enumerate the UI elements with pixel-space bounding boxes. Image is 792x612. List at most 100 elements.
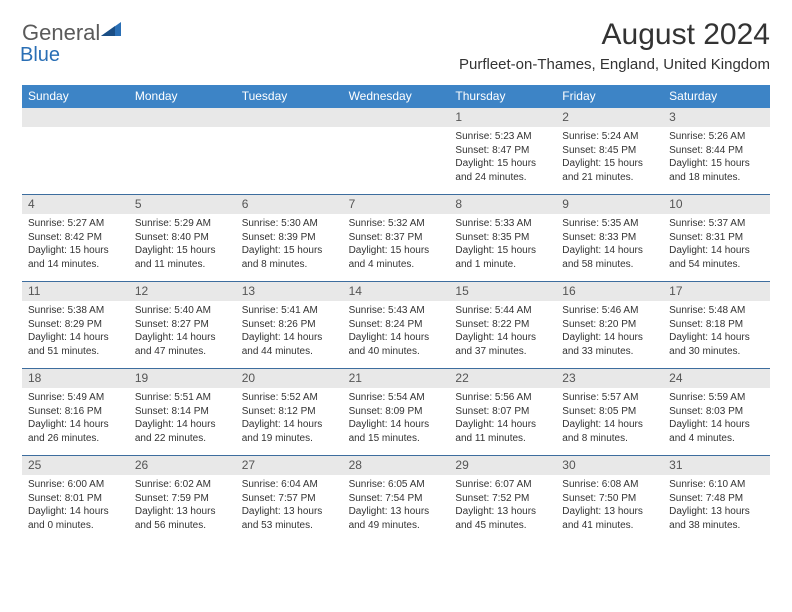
calendar-week: 25Sunrise: 6:00 AMSunset: 8:01 PMDayligh… bbox=[22, 455, 770, 542]
day-number bbox=[236, 108, 343, 127]
daylight-text: Daylight: 15 hours and 14 minutes. bbox=[28, 244, 123, 271]
sunrise-text: Sunrise: 5:41 AM bbox=[242, 304, 337, 318]
sunrise-text: Sunrise: 5:44 AM bbox=[455, 304, 550, 318]
calendar-day: 6Sunrise: 5:30 AMSunset: 8:39 PMDaylight… bbox=[236, 195, 343, 281]
sunset-text: Sunset: 8:33 PM bbox=[562, 231, 657, 245]
weekday-header: Friday bbox=[556, 85, 663, 108]
day-number: 16 bbox=[556, 282, 663, 301]
daylight-text: Daylight: 14 hours and 30 minutes. bbox=[669, 331, 764, 358]
sunset-text: Sunset: 8:27 PM bbox=[135, 318, 230, 332]
sunrise-text: Sunrise: 5:24 AM bbox=[562, 130, 657, 144]
location-text: Purfleet-on-Thames, England, United King… bbox=[459, 56, 770, 73]
logo-text-blue: Blue bbox=[20, 45, 123, 65]
sunrise-text: Sunrise: 5:26 AM bbox=[669, 130, 764, 144]
sunrise-text: Sunrise: 5:32 AM bbox=[349, 217, 444, 231]
sunrise-text: Sunrise: 5:49 AM bbox=[28, 391, 123, 405]
calendar-day: 8Sunrise: 5:33 AMSunset: 8:35 PMDaylight… bbox=[449, 195, 556, 281]
daylight-text: Daylight: 15 hours and 4 minutes. bbox=[349, 244, 444, 271]
daylight-text: Daylight: 14 hours and 22 minutes. bbox=[135, 418, 230, 445]
daylight-text: Daylight: 14 hours and 4 minutes. bbox=[669, 418, 764, 445]
sunset-text: Sunset: 8:45 PM bbox=[562, 144, 657, 158]
weekday-header: Thursday bbox=[449, 85, 556, 108]
calendar-day: 30Sunrise: 6:08 AMSunset: 7:50 PMDayligh… bbox=[556, 456, 663, 542]
sunset-text: Sunset: 8:03 PM bbox=[669, 405, 764, 419]
calendar-day: 29Sunrise: 6:07 AMSunset: 7:52 PMDayligh… bbox=[449, 456, 556, 542]
sunrise-text: Sunrise: 5:48 AM bbox=[669, 304, 764, 318]
weekday-header: Tuesday bbox=[236, 85, 343, 108]
sunrise-text: Sunrise: 5:56 AM bbox=[455, 391, 550, 405]
day-number: 12 bbox=[129, 282, 236, 301]
day-details: Sunrise: 5:48 AMSunset: 8:18 PMDaylight:… bbox=[663, 301, 770, 360]
day-details: Sunrise: 5:43 AMSunset: 8:24 PMDaylight:… bbox=[343, 301, 450, 360]
calendar-day: 5Sunrise: 5:29 AMSunset: 8:40 PMDaylight… bbox=[129, 195, 236, 281]
sunset-text: Sunset: 8:20 PM bbox=[562, 318, 657, 332]
calendar-week: 4Sunrise: 5:27 AMSunset: 8:42 PMDaylight… bbox=[22, 194, 770, 281]
day-number: 1 bbox=[449, 108, 556, 127]
day-details: Sunrise: 6:07 AMSunset: 7:52 PMDaylight:… bbox=[449, 475, 556, 534]
day-number: 2 bbox=[556, 108, 663, 127]
sunrise-text: Sunrise: 6:07 AM bbox=[455, 478, 550, 492]
day-details: Sunrise: 5:30 AMSunset: 8:39 PMDaylight:… bbox=[236, 214, 343, 273]
day-details: Sunrise: 5:41 AMSunset: 8:26 PMDaylight:… bbox=[236, 301, 343, 360]
calendar-day: 14Sunrise: 5:43 AMSunset: 8:24 PMDayligh… bbox=[343, 282, 450, 368]
day-details: Sunrise: 6:05 AMSunset: 7:54 PMDaylight:… bbox=[343, 475, 450, 534]
day-number: 15 bbox=[449, 282, 556, 301]
day-details: Sunrise: 5:24 AMSunset: 8:45 PMDaylight:… bbox=[556, 127, 663, 186]
sunset-text: Sunset: 7:52 PM bbox=[455, 492, 550, 506]
calendar-day: 13Sunrise: 5:41 AMSunset: 8:26 PMDayligh… bbox=[236, 282, 343, 368]
calendar-day: 27Sunrise: 6:04 AMSunset: 7:57 PMDayligh… bbox=[236, 456, 343, 542]
daylight-text: Daylight: 15 hours and 21 minutes. bbox=[562, 157, 657, 184]
day-number: 9 bbox=[556, 195, 663, 214]
day-number: 23 bbox=[556, 369, 663, 388]
daylight-text: Daylight: 14 hours and 26 minutes. bbox=[28, 418, 123, 445]
daylight-text: Daylight: 14 hours and 44 minutes. bbox=[242, 331, 337, 358]
calendar-day: 20Sunrise: 5:52 AMSunset: 8:12 PMDayligh… bbox=[236, 369, 343, 455]
daylight-text: Daylight: 15 hours and 8 minutes. bbox=[242, 244, 337, 271]
sunrise-text: Sunrise: 6:08 AM bbox=[562, 478, 657, 492]
sunset-text: Sunset: 8:29 PM bbox=[28, 318, 123, 332]
day-details: Sunrise: 6:02 AMSunset: 7:59 PMDaylight:… bbox=[129, 475, 236, 534]
day-details: Sunrise: 5:26 AMSunset: 8:44 PMDaylight:… bbox=[663, 127, 770, 186]
calendar-day: 2Sunrise: 5:24 AMSunset: 8:45 PMDaylight… bbox=[556, 108, 663, 194]
sunset-text: Sunset: 8:18 PM bbox=[669, 318, 764, 332]
daylight-text: Daylight: 13 hours and 38 minutes. bbox=[669, 505, 764, 532]
weekday-header: Saturday bbox=[663, 85, 770, 108]
calendar-day: 9Sunrise: 5:35 AMSunset: 8:33 PMDaylight… bbox=[556, 195, 663, 281]
daylight-text: Daylight: 14 hours and 40 minutes. bbox=[349, 331, 444, 358]
calendar-day: 21Sunrise: 5:54 AMSunset: 8:09 PMDayligh… bbox=[343, 369, 450, 455]
calendar-day: 12Sunrise: 5:40 AMSunset: 8:27 PMDayligh… bbox=[129, 282, 236, 368]
weekday-header: Sunday bbox=[22, 85, 129, 108]
daylight-text: Daylight: 13 hours and 49 minutes. bbox=[349, 505, 444, 532]
sunrise-text: Sunrise: 6:02 AM bbox=[135, 478, 230, 492]
daylight-text: Daylight: 15 hours and 18 minutes. bbox=[669, 157, 764, 184]
daylight-text: Daylight: 14 hours and 54 minutes. bbox=[669, 244, 764, 271]
daylight-text: Daylight: 14 hours and 8 minutes. bbox=[562, 418, 657, 445]
daylight-text: Daylight: 15 hours and 1 minute. bbox=[455, 244, 550, 271]
daylight-text: Daylight: 14 hours and 11 minutes. bbox=[455, 418, 550, 445]
weekday-header: Monday bbox=[129, 85, 236, 108]
header: General Blue August 2024 Purfleet-on-Tha… bbox=[22, 18, 770, 79]
calendar-day: 24Sunrise: 5:59 AMSunset: 8:03 PMDayligh… bbox=[663, 369, 770, 455]
day-details: Sunrise: 5:44 AMSunset: 8:22 PMDaylight:… bbox=[449, 301, 556, 360]
calendar-day bbox=[22, 108, 129, 194]
day-details: Sunrise: 5:29 AMSunset: 8:40 PMDaylight:… bbox=[129, 214, 236, 273]
day-details: Sunrise: 5:59 AMSunset: 8:03 PMDaylight:… bbox=[663, 388, 770, 447]
day-number: 28 bbox=[343, 456, 450, 475]
calendar-day: 10Sunrise: 5:37 AMSunset: 8:31 PMDayligh… bbox=[663, 195, 770, 281]
weekday-header-row: SundayMondayTuesdayWednesdayThursdayFrid… bbox=[22, 85, 770, 108]
day-number: 25 bbox=[22, 456, 129, 475]
day-details: Sunrise: 5:23 AMSunset: 8:47 PMDaylight:… bbox=[449, 127, 556, 186]
sunrise-text: Sunrise: 5:30 AM bbox=[242, 217, 337, 231]
day-number: 11 bbox=[22, 282, 129, 301]
daylight-text: Daylight: 14 hours and 19 minutes. bbox=[242, 418, 337, 445]
daylight-text: Daylight: 14 hours and 58 minutes. bbox=[562, 244, 657, 271]
sunset-text: Sunset: 7:57 PM bbox=[242, 492, 337, 506]
calendar-day: 4Sunrise: 5:27 AMSunset: 8:42 PMDaylight… bbox=[22, 195, 129, 281]
daylight-text: Daylight: 13 hours and 56 minutes. bbox=[135, 505, 230, 532]
calendar-day: 31Sunrise: 6:10 AMSunset: 7:48 PMDayligh… bbox=[663, 456, 770, 542]
day-details: Sunrise: 5:51 AMSunset: 8:14 PMDaylight:… bbox=[129, 388, 236, 447]
daylight-text: Daylight: 13 hours and 53 minutes. bbox=[242, 505, 337, 532]
calendar-day: 16Sunrise: 5:46 AMSunset: 8:20 PMDayligh… bbox=[556, 282, 663, 368]
day-details: Sunrise: 5:49 AMSunset: 8:16 PMDaylight:… bbox=[22, 388, 129, 447]
day-number: 6 bbox=[236, 195, 343, 214]
